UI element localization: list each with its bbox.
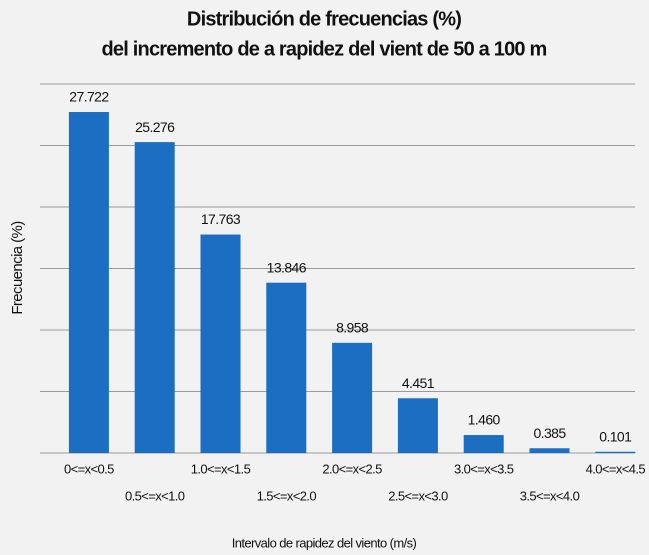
data-label: 4.451 <box>402 375 435 391</box>
x-tick-label: 2.0<=x<2.5 <box>322 461 382 476</box>
data-label: 8.958 <box>336 320 369 336</box>
x-tick-label: 2.5<=x<3.0 <box>388 488 448 503</box>
bar <box>397 398 438 453</box>
chart-title: Distribución de frecuencias (%) <box>187 8 461 30</box>
x-tick-label: 3.0<=x<3.5 <box>454 461 514 476</box>
bar <box>68 112 109 453</box>
x-tick-label: 0<=x<0.5 <box>64 461 114 476</box>
x-tick-label: 4.0<=x<4.5 <box>586 461 646 476</box>
x-axis-label: Intervalo de rapidez del viento (m/s) <box>232 535 417 550</box>
data-label: 13.846 <box>267 259 307 275</box>
x-tick-label: 0.5<=x<1.0 <box>125 488 185 503</box>
bar <box>463 435 504 453</box>
x-tick-label: 1.0<=x<1.5 <box>191 461 251 476</box>
bar <box>529 448 570 453</box>
data-label: 27.722 <box>69 89 109 105</box>
bar <box>134 142 175 453</box>
bar <box>200 234 241 453</box>
data-label: 25.276 <box>135 119 175 135</box>
x-tick-label: 1.5<=x<2.0 <box>257 488 317 503</box>
bar <box>332 342 373 453</box>
x-tick-label: 3.5<=x<4.0 <box>520 488 580 503</box>
bar <box>266 282 307 453</box>
data-label: 17.763 <box>201 211 241 227</box>
bar <box>595 451 636 453</box>
data-label: 0.385 <box>533 425 566 441</box>
data-label: 1.460 <box>468 412 501 428</box>
y-axis-label: Frecuencia (%) <box>9 221 26 315</box>
chart-title: del incremento de a rapidez del vient de… <box>102 38 547 60</box>
data-label: 0.101 <box>599 428 632 444</box>
